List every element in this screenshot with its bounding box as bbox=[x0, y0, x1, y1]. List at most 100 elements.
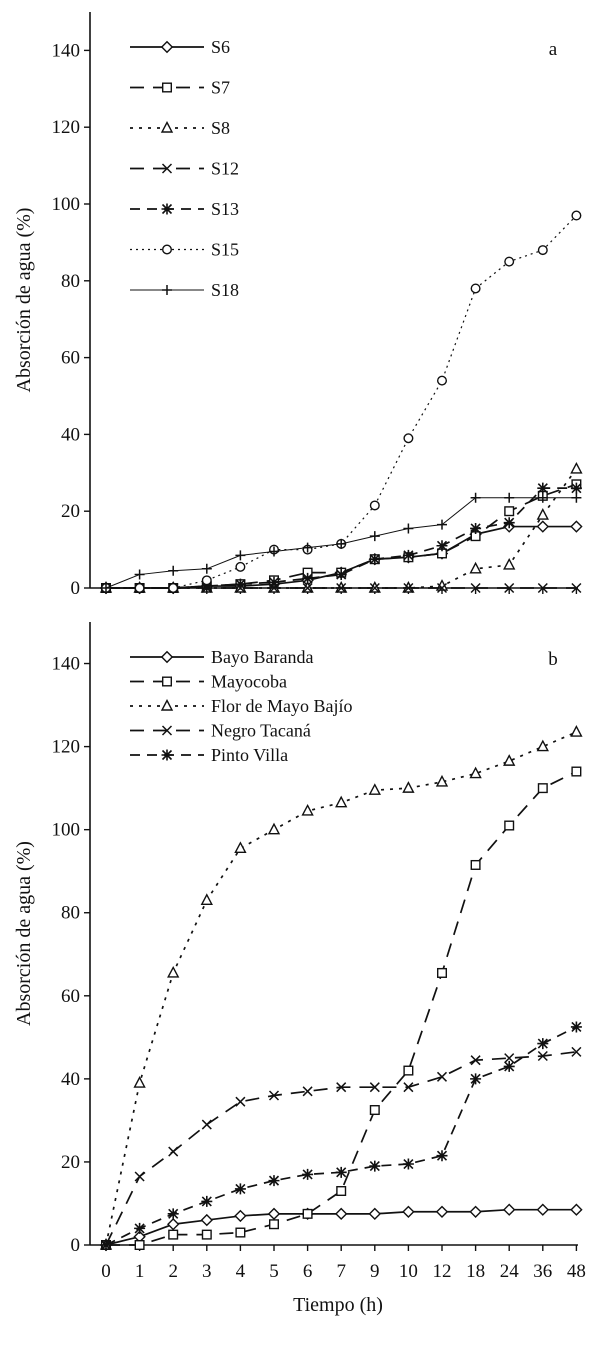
data-point bbox=[336, 1082, 347, 1093]
data-point-shape bbox=[537, 783, 548, 794]
data-point bbox=[570, 1203, 583, 1216]
data-point-shape bbox=[437, 375, 448, 386]
data-point bbox=[470, 1055, 481, 1066]
data-point-shape bbox=[336, 1186, 347, 1197]
series-pinto-villa bbox=[100, 1021, 582, 1251]
legend-label: Negro Tacaná bbox=[211, 721, 311, 741]
data-point bbox=[504, 506, 515, 517]
data-point bbox=[537, 1050, 548, 1062]
y-tick-label: 140 bbox=[52, 654, 81, 675]
data-point bbox=[536, 739, 549, 752]
data-point bbox=[369, 1160, 381, 1172]
data-point-shape bbox=[470, 492, 481, 503]
data-point bbox=[504, 1053, 515, 1064]
legend-marker bbox=[161, 676, 172, 687]
chart-panel-a: 0 20 40 60 80 100 120 140 Absorción de agua (%) a… bbox=[13, 12, 583, 599]
data-point-shape bbox=[201, 1229, 212, 1240]
legend-marker bbox=[160, 40, 174, 54]
legend-item: Pinto Villa bbox=[130, 745, 288, 765]
data-point-shape bbox=[134, 583, 145, 594]
data-point bbox=[469, 766, 482, 779]
legend-item: S6 bbox=[130, 37, 230, 57]
legend-label: S15 bbox=[211, 240, 239, 260]
data-point-shape bbox=[369, 553, 381, 565]
series-line bbox=[106, 215, 577, 589]
data-point bbox=[571, 1046, 582, 1057]
data-point bbox=[201, 580, 213, 592]
data-point-shape bbox=[335, 1166, 347, 1178]
legend-item: Negro Tacaná bbox=[130, 721, 311, 741]
data-point bbox=[201, 1229, 212, 1240]
data-point bbox=[302, 1208, 313, 1219]
data-point-shape bbox=[403, 433, 414, 444]
data-point-shape bbox=[335, 569, 347, 581]
data-point bbox=[368, 783, 381, 795]
data-point bbox=[269, 546, 279, 557]
x-tick-label: 12 bbox=[433, 1261, 452, 1282]
data-point-shape bbox=[200, 1213, 213, 1227]
data-point-shape bbox=[235, 550, 246, 561]
data-point bbox=[336, 582, 347, 594]
data-point-shape bbox=[301, 803, 314, 816]
data-point bbox=[168, 1146, 179, 1157]
x-tick-label: 18 bbox=[466, 1261, 485, 1282]
data-point-shape bbox=[100, 1239, 112, 1251]
data-point bbox=[168, 565, 179, 576]
data-point-shape bbox=[402, 549, 414, 561]
data-point-shape bbox=[403, 1065, 414, 1076]
data-point-shape bbox=[437, 519, 447, 530]
legend-label: Flor de Mayo Bajío bbox=[211, 696, 353, 716]
data-point-shape bbox=[268, 576, 280, 588]
data-point-shape bbox=[536, 739, 549, 752]
data-point bbox=[201, 563, 212, 574]
data-point bbox=[537, 783, 548, 794]
data-point-shape bbox=[168, 1229, 179, 1240]
data-point bbox=[268, 1090, 280, 1101]
y-axis-title: Absorción de agua (%) bbox=[13, 208, 35, 393]
data-point bbox=[503, 754, 516, 766]
data-point-shape bbox=[201, 580, 213, 592]
y-tick-label: 80 bbox=[61, 271, 80, 292]
data-point-shape bbox=[570, 461, 583, 474]
data-point bbox=[234, 1209, 247, 1223]
x-tick-label: 4 bbox=[236, 1261, 246, 1282]
data-point-shape bbox=[368, 783, 381, 795]
data-point bbox=[436, 1071, 448, 1082]
data-point bbox=[369, 531, 380, 542]
data-point bbox=[267, 822, 281, 835]
data-point-shape bbox=[504, 582, 515, 594]
data-point bbox=[234, 841, 247, 854]
data-point-shape bbox=[235, 1227, 246, 1238]
data-point-shape bbox=[504, 492, 515, 503]
legend-marker-shape bbox=[161, 749, 173, 761]
data-point bbox=[570, 1021, 582, 1033]
data-point-shape bbox=[336, 538, 347, 549]
x-tick-label: 24 bbox=[500, 1261, 520, 1282]
data-point bbox=[100, 1239, 112, 1251]
data-point-shape bbox=[504, 256, 515, 267]
data-point-shape bbox=[369, 531, 380, 542]
data-point bbox=[537, 1038, 549, 1050]
x-tick-label: 2 bbox=[168, 1261, 178, 1282]
data-point-shape bbox=[403, 1082, 414, 1093]
data-point bbox=[302, 542, 313, 553]
data-point-shape bbox=[402, 781, 415, 793]
data-point-shape bbox=[101, 583, 111, 593]
data-point bbox=[436, 540, 448, 552]
x-tick-label: 9 bbox=[370, 1261, 380, 1282]
legend-marker-shape bbox=[162, 285, 172, 295]
data-point bbox=[336, 1186, 347, 1197]
data-point bbox=[402, 1158, 414, 1170]
y-tick-label: 140 bbox=[52, 40, 81, 61]
data-point bbox=[469, 1205, 482, 1218]
legend-marker-shape bbox=[161, 244, 172, 255]
data-point-shape bbox=[369, 1160, 381, 1172]
legend-marker-shape bbox=[160, 40, 174, 54]
panel-label: a bbox=[549, 39, 558, 60]
data-point bbox=[369, 500, 380, 511]
data-point-shape bbox=[335, 795, 348, 808]
data-point-shape bbox=[134, 1239, 145, 1250]
data-point bbox=[403, 523, 414, 534]
data-point bbox=[133, 1076, 146, 1088]
